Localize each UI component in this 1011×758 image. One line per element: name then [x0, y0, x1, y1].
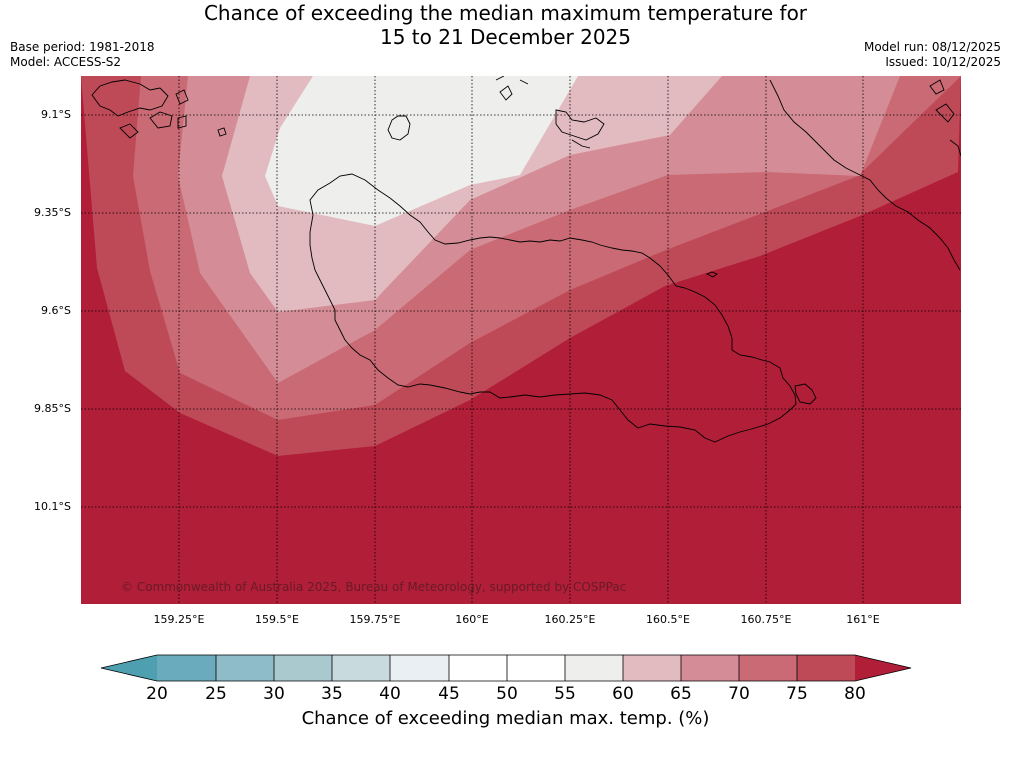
colorbar-segment-20-25: [157, 655, 216, 681]
title-line-1: Chance of exceeding the median maximum t…: [203, 1, 808, 25]
colorbar-tick-25: 25: [205, 684, 227, 704]
colorbar-outline: [100, 654, 912, 682]
colorbar-low-extension: [101, 655, 157, 681]
coastline-islet-southeast: [794, 383, 817, 405]
lat-label-10-1: 10.1°S: [34, 500, 71, 513]
map-panel[interactable]: [0, 0, 1011, 640]
colorbar-segment-55-60: [565, 655, 623, 681]
copyright-notice: © Commonwealth of Australia 2025, Bureau…: [121, 580, 627, 594]
colorbar-segment-45-50: [449, 655, 507, 681]
base-period: Base period: 1981-2018: [10, 40, 155, 54]
chart-title: Chance of exceeding the median maximum t…: [0, 1, 1011, 49]
colorbar-tick-30: 30: [263, 684, 285, 704]
colorbar-tick-65: 65: [670, 684, 692, 704]
lon-label-160-5: 160.5°E: [646, 613, 690, 626]
colorbar-tick-40: 40: [379, 684, 401, 704]
colorbar-segment-30-35: [274, 655, 332, 681]
lon-label-160-75: 160.75°E: [740, 613, 792, 626]
lat-label-9-35: 9.35°S: [34, 206, 71, 219]
colorbar-tick-20: 20: [146, 684, 168, 704]
coastline-ne-island: [769, 79, 961, 271]
fill-55-60: [265, 76, 578, 226]
colorbar-tick-55: 55: [554, 684, 576, 704]
colorbar-segment-50-55: [507, 655, 565, 681]
colorbar-tick-80: 80: [844, 684, 866, 704]
colorbar-tick-35: 35: [321, 684, 343, 704]
contour-fills: [81, 76, 961, 604]
colorbar-segment-65-70: [681, 655, 739, 681]
issued-date: Issued: 10/12/2025: [885, 55, 1001, 69]
colorbar-tick-75: 75: [786, 684, 808, 704]
coastline-islet-north: [387, 115, 411, 141]
colorbar-tick-45: 45: [438, 684, 460, 704]
colorbar-tick-60: 60: [612, 684, 634, 704]
colorbar-border: [100, 654, 912, 682]
coastline-south-island: [309, 173, 797, 443]
coastline-islet-east: [705, 271, 718, 278]
colorbar-high-extension: [855, 655, 911, 681]
coastline-nw-islands: [91, 79, 227, 139]
colorbar-tick-70: 70: [728, 684, 750, 704]
lon-label-161: 161°E: [846, 613, 880, 626]
lon-label-159-25: 159.25°E: [153, 613, 205, 626]
colorbar-label: Chance of exceeding median max. temp. (%…: [301, 708, 710, 729]
colorbar-segment-35-40: [332, 655, 390, 681]
lat-label-9-1: 9.1°S: [41, 108, 71, 121]
colorbar-segment-60-65: [623, 655, 681, 681]
meta-left: Base period: 1981-2018 Model: ACCESS-S2: [10, 40, 155, 70]
coastlines: [91, 76, 961, 443]
model-run: Model run: 08/12/2025: [863, 40, 1001, 54]
lat-label-9-85: 9.85°S: [34, 402, 71, 415]
title-line-2: 15 to 21 December 2025: [379, 25, 631, 49]
lon-label-159-75: 159.75°E: [349, 613, 401, 626]
colorbar: [100, 654, 912, 682]
colorbar-segment-40-45: [390, 655, 449, 681]
graticule: [81, 76, 961, 604]
meta-right: Model run: 08/12/2025 Issued: 10/12/2025: [864, 40, 1001, 70]
lat-label-9-6: 9.6°S: [41, 304, 71, 317]
colorbar-tick-50: 50: [496, 684, 518, 704]
lon-label-159-5: 159.5°E: [255, 613, 299, 626]
coastline-north-islands: [495, 76, 605, 149]
lon-label-160: 160°E: [455, 613, 489, 626]
colorbar-segment-70-75: [739, 655, 797, 681]
colorbar-segment-75-80: [797, 655, 855, 681]
model-name: Model: ACCESS-S2: [10, 55, 122, 69]
colorbar-segment-25-30: [216, 655, 274, 681]
lon-label-160-25: 160.25°E: [544, 613, 596, 626]
